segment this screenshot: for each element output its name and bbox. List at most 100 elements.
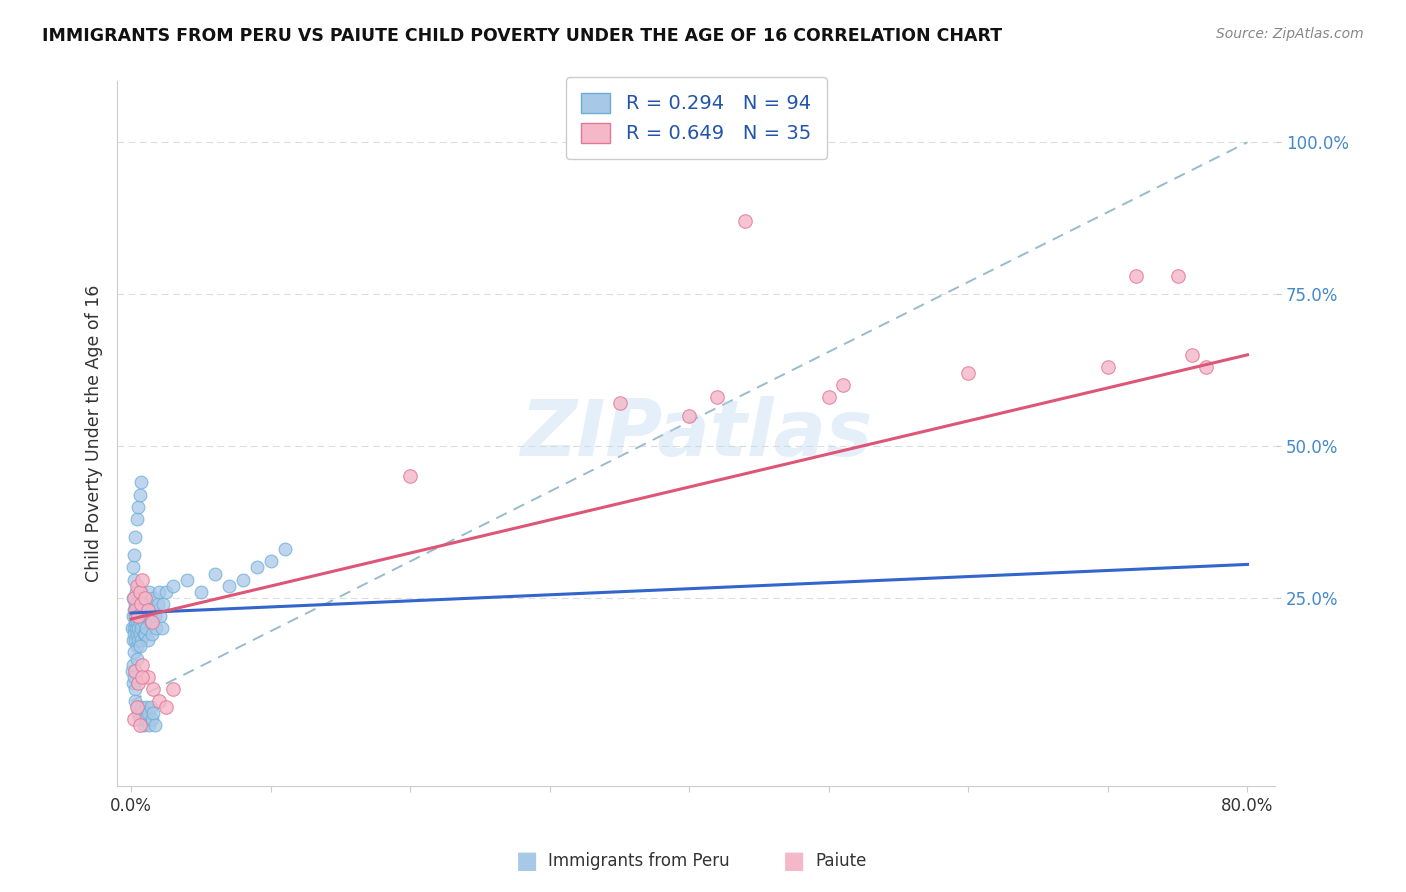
Point [143, 609, 166, 624]
Point [134, 591, 156, 605]
Point [128, 718, 150, 732]
Point [125, 584, 148, 599]
Point [134, 591, 156, 605]
Point [125, 579, 148, 593]
Point [138, 584, 160, 599]
Point [122, 645, 145, 659]
Point [136, 597, 159, 611]
Point [134, 603, 156, 617]
Point [127, 609, 149, 624]
Point [128, 487, 150, 501]
Point [122, 621, 145, 635]
Point [148, 694, 170, 708]
Point [131, 657, 153, 672]
Point [124, 664, 146, 678]
Point [129, 633, 152, 648]
Point [124, 597, 146, 611]
Point [273, 542, 295, 557]
Point [132, 718, 155, 732]
Point [129, 597, 152, 611]
Point [125, 700, 148, 714]
Point [129, 475, 152, 490]
Point [162, 579, 184, 593]
Point [124, 694, 146, 708]
Point [121, 676, 143, 690]
Point [124, 603, 146, 617]
Point [128, 584, 150, 599]
Text: ■: ■ [516, 849, 538, 872]
Point [136, 603, 159, 617]
Point [121, 633, 143, 648]
Point [1097, 359, 1119, 374]
Point [122, 573, 145, 587]
Point [818, 390, 841, 404]
Point [122, 657, 145, 672]
Point [399, 469, 422, 483]
Point [148, 584, 170, 599]
Point [142, 706, 165, 721]
Point [132, 615, 155, 629]
Point [190, 584, 212, 599]
Point [609, 396, 631, 410]
Text: ■: ■ [783, 849, 806, 872]
Point [232, 573, 254, 587]
Point [131, 609, 153, 624]
Point [136, 633, 159, 648]
Point [127, 621, 149, 635]
Point [131, 670, 153, 684]
Point [260, 554, 283, 568]
Point [127, 706, 149, 721]
Point [734, 214, 756, 228]
Point [128, 712, 150, 726]
Point [141, 603, 163, 617]
Point [141, 615, 163, 629]
Point [135, 609, 157, 624]
Point [1194, 359, 1216, 374]
Point [155, 700, 177, 714]
Point [124, 609, 146, 624]
Point [121, 609, 143, 624]
Point [124, 621, 146, 635]
Text: Paiute: Paiute [815, 852, 868, 870]
Point [128, 591, 150, 605]
Legend: R = 0.294   N = 94, R = 0.649   N = 35: R = 0.294 N = 94, R = 0.649 N = 35 [565, 77, 827, 159]
Text: IMMIGRANTS FROM PERU VS PAIUTE CHILD POVERTY UNDER THE AGE OF 16 CORRELATION CHA: IMMIGRANTS FROM PERU VS PAIUTE CHILD POV… [42, 27, 1002, 45]
Point [155, 584, 177, 599]
Point [176, 573, 198, 587]
Point [145, 621, 167, 635]
Point [152, 597, 174, 611]
Point [127, 640, 149, 654]
Point [124, 633, 146, 648]
Point [134, 627, 156, 641]
Point [124, 681, 146, 696]
Point [135, 700, 157, 714]
Point [122, 627, 145, 641]
Point [138, 718, 160, 732]
Point [138, 609, 160, 624]
Point [218, 579, 240, 593]
Point [706, 390, 728, 404]
Point [121, 664, 143, 678]
Point [125, 512, 148, 526]
Point [141, 627, 163, 641]
Point [142, 681, 165, 696]
Point [135, 621, 157, 635]
Point [139, 615, 162, 629]
Point [128, 640, 150, 654]
Point [129, 584, 152, 599]
Point [136, 706, 159, 721]
Point [957, 366, 980, 380]
Point [122, 591, 145, 605]
Point [122, 712, 145, 726]
Point [129, 700, 152, 714]
Point [125, 615, 148, 629]
Point [129, 615, 152, 629]
Point [139, 700, 162, 714]
Point [149, 609, 172, 624]
Point [141, 712, 163, 726]
Text: Immigrants from Peru: Immigrants from Peru [548, 852, 730, 870]
Point [246, 560, 269, 574]
Point [1167, 268, 1189, 283]
Point [125, 603, 148, 617]
Point [125, 651, 148, 665]
